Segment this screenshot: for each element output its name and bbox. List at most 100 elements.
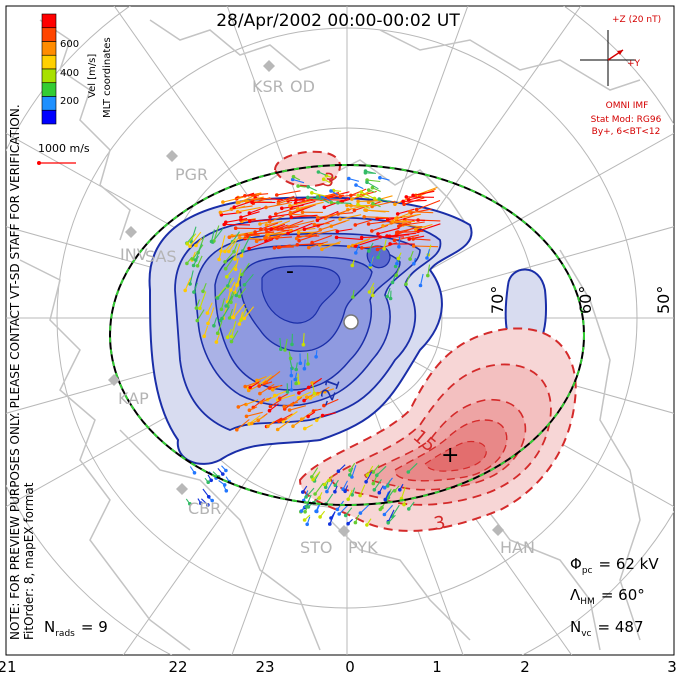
velocity-vector bbox=[269, 215, 285, 223]
fit-order-note: FitOrder: 8, mapEX format bbox=[22, 482, 36, 640]
velocity-vector bbox=[289, 405, 306, 411]
velocity-vector bbox=[252, 398, 266, 408]
velocity-vector bbox=[288, 220, 315, 228]
velocity-vector bbox=[279, 393, 289, 399]
lat-label-50: 50° bbox=[654, 286, 673, 314]
velocity-vector bbox=[348, 178, 360, 182]
velocity-vector bbox=[278, 418, 288, 422]
velocity-vector bbox=[230, 291, 235, 303]
colorbar-segment bbox=[41, 109, 57, 125]
velocity-vector bbox=[221, 306, 230, 319]
velocity-vector bbox=[413, 257, 417, 264]
station-marker bbox=[125, 226, 137, 238]
velocity-vector bbox=[407, 462, 418, 473]
velocity-vector bbox=[372, 286, 375, 296]
velocity-vector bbox=[397, 208, 415, 215]
velocity-vector bbox=[248, 238, 274, 250]
velocity-vector bbox=[312, 471, 321, 480]
contour-label-pos-c: 3 bbox=[321, 169, 336, 192]
velocity-vector bbox=[305, 494, 312, 507]
velocity-vector bbox=[252, 193, 269, 196]
velocity-vector bbox=[251, 415, 265, 424]
vector-origin bbox=[289, 373, 294, 378]
velocity-vector bbox=[383, 239, 387, 249]
velocity-vector bbox=[369, 282, 375, 293]
velocity-vector bbox=[396, 230, 424, 233]
velocity-vector bbox=[330, 190, 339, 196]
contour-label-pos-b: 3 bbox=[432, 512, 447, 535]
velocity-vector bbox=[342, 480, 348, 490]
mlt-tick-21: 21 bbox=[0, 658, 17, 674]
velocity-vector bbox=[340, 194, 357, 198]
velocity-vector bbox=[302, 333, 305, 345]
velocity-vector bbox=[368, 189, 376, 193]
station-marker bbox=[338, 525, 350, 537]
velocity-vector bbox=[243, 306, 255, 319]
velocity-vector bbox=[400, 221, 425, 227]
velocity-vector bbox=[233, 303, 246, 318]
velocity-vector bbox=[426, 249, 431, 259]
scale-vector-label: 1000 m/s bbox=[38, 142, 90, 155]
contour-label-pos-d: + bbox=[441, 443, 459, 468]
velocity-vector bbox=[235, 258, 239, 270]
velocity-vector bbox=[292, 417, 305, 427]
velocity-vector bbox=[203, 325, 209, 337]
velocity-vector bbox=[238, 311, 244, 325]
velocity-vector bbox=[197, 255, 203, 267]
station-label-pyk: PYK bbox=[348, 538, 378, 557]
velocity-vector bbox=[339, 214, 362, 220]
velocity-vector bbox=[274, 390, 288, 397]
colorbar-tick-400: 400 bbox=[60, 68, 79, 79]
velocity-vector bbox=[275, 206, 300, 215]
velocity-vector bbox=[413, 245, 439, 248]
mlt-tick-1: 1 bbox=[432, 658, 442, 674]
velocity-vector bbox=[220, 298, 226, 310]
velocity-vector bbox=[230, 281, 236, 291]
mlt-tick-22: 22 bbox=[168, 658, 187, 674]
velocity-vector bbox=[256, 234, 280, 242]
velocity-vector bbox=[372, 203, 381, 208]
velocity-vector bbox=[218, 480, 226, 486]
velocity-vector bbox=[292, 178, 305, 184]
velocity-vector bbox=[195, 237, 203, 246]
stat-model: Stat Mod: RG96 bbox=[591, 115, 662, 125]
velocity-vector bbox=[384, 490, 391, 500]
velocity-vector bbox=[260, 222, 279, 230]
velocity-vector bbox=[358, 200, 380, 202]
velocity-vector bbox=[228, 238, 239, 252]
vector-origin bbox=[188, 282, 192, 286]
velocity-vector bbox=[351, 189, 373, 200]
velocity-vector bbox=[189, 270, 194, 285]
mlt-tick-0: 0 bbox=[345, 658, 355, 674]
velocity-vector bbox=[272, 385, 281, 391]
velocity-vector bbox=[364, 209, 386, 213]
velocity-vector bbox=[237, 206, 261, 213]
hm-boundary bbox=[109, 164, 585, 506]
velocity-vector bbox=[328, 475, 334, 481]
vector-origin bbox=[217, 257, 221, 262]
velocity-vector bbox=[234, 199, 255, 208]
velocity-vector bbox=[232, 231, 240, 243]
velocity-vector bbox=[236, 419, 250, 431]
velocity-vector bbox=[397, 252, 402, 259]
velocity-vector bbox=[224, 252, 234, 263]
velocity-vector bbox=[405, 274, 411, 285]
velocity-vector bbox=[267, 232, 288, 236]
velocity-vector bbox=[310, 391, 324, 399]
velocity-vector bbox=[349, 462, 356, 471]
velocity-vector bbox=[221, 465, 227, 471]
velocity-vector bbox=[318, 492, 323, 499]
velocity-vector bbox=[249, 219, 272, 222]
velocity-vector bbox=[276, 190, 301, 196]
contour-label-neg-b: - bbox=[286, 259, 294, 284]
velocity-vector bbox=[259, 383, 275, 395]
mlt-tick-23: 23 bbox=[255, 658, 274, 674]
colorbar-segment bbox=[41, 54, 57, 70]
velocity-vector bbox=[284, 401, 299, 408]
velocity-vector bbox=[367, 179, 381, 183]
velocity-vector bbox=[189, 466, 195, 474]
velocity-vector bbox=[317, 212, 345, 219]
velocity-vector bbox=[323, 398, 339, 407]
velocity-vector bbox=[323, 178, 332, 184]
velocity-vector bbox=[186, 233, 197, 245]
